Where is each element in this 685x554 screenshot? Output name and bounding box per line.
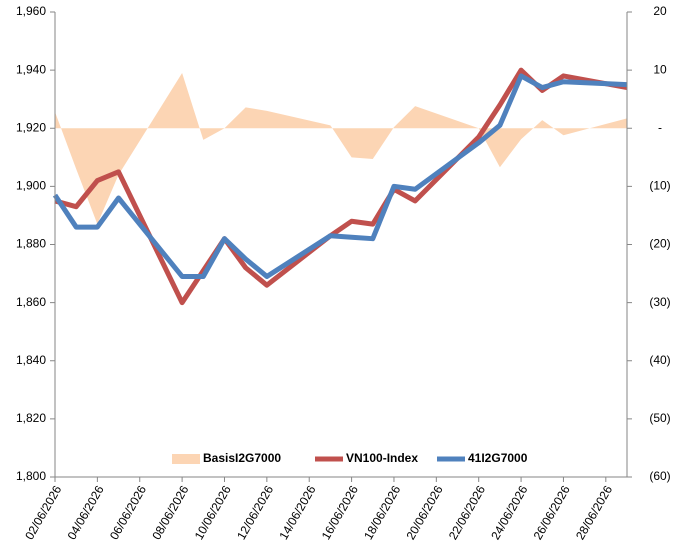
y-tick-label: 1,940 bbox=[16, 62, 46, 76]
y2-tick-label: 20 bbox=[653, 4, 667, 18]
legend-swatch bbox=[172, 454, 200, 464]
line bbox=[52, 73, 628, 279]
y2-tick-label: (20) bbox=[649, 237, 670, 251]
x-tick-label: 24/06/2026 bbox=[488, 483, 530, 542]
x-tick-label: 28/06/2026 bbox=[573, 483, 615, 542]
y2-tick-label: (40) bbox=[649, 353, 670, 367]
line bbox=[54, 67, 628, 306]
y-tick-label: 1,900 bbox=[16, 179, 46, 193]
legend-label: VN100-Index bbox=[346, 451, 418, 465]
x-tick-label: 16/06/2026 bbox=[319, 483, 361, 542]
legend-label: 41I2G7000 bbox=[468, 451, 528, 465]
y-tick-label: 1,800 bbox=[16, 469, 46, 483]
x-tick-label: 08/06/2026 bbox=[149, 483, 191, 542]
y-tick-label: 1,880 bbox=[16, 237, 46, 251]
x-tick-label: 06/06/2026 bbox=[107, 483, 149, 542]
x-tick-label: 14/06/2026 bbox=[276, 483, 318, 542]
y-tick-label: 1,820 bbox=[16, 411, 46, 425]
y-tick-label: 1,840 bbox=[16, 353, 46, 367]
x-tick-label: 04/06/2026 bbox=[65, 483, 107, 542]
y-tick-label: 1,860 bbox=[16, 295, 46, 309]
y-tick-label: 1,960 bbox=[16, 4, 46, 18]
x-tick-label: 10/06/2026 bbox=[192, 483, 234, 542]
y2-tick-label: (50) bbox=[649, 411, 670, 425]
x-tick-label: 26/06/2026 bbox=[531, 483, 573, 542]
legend: BasisI2G7000 VN100-Index 41I2G7000 bbox=[172, 451, 528, 465]
y-tick-label: 1,920 bbox=[16, 120, 46, 134]
x-tick-label: 22/06/2026 bbox=[446, 483, 488, 542]
x-tick-label: 18/06/2026 bbox=[361, 483, 403, 542]
area bbox=[55, 73, 627, 225]
y2-tick-label: (10) bbox=[649, 179, 670, 193]
y2-tick-label: (30) bbox=[649, 295, 670, 309]
legend-label: BasisI2G7000 bbox=[203, 451, 281, 465]
x-tick-label: 02/06/2026 bbox=[22, 483, 64, 542]
y2-tick-label: (60) bbox=[649, 469, 670, 483]
y2-tick-label: 10 bbox=[653, 62, 667, 76]
x-tick-label: 12/06/2026 bbox=[234, 483, 276, 542]
x-tick-label: 20/06/2026 bbox=[404, 483, 446, 542]
y2-tick-label: - bbox=[658, 120, 662, 134]
